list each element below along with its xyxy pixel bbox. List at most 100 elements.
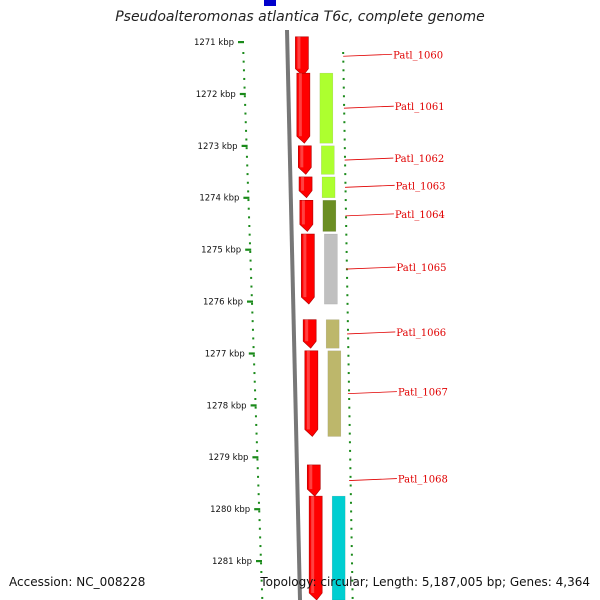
ruler-dot [252, 337, 255, 340]
category-bar [322, 200, 337, 232]
ruler-dot [350, 510, 353, 513]
tick-label: 1279 kbp [208, 453, 248, 463]
ruler-dot [256, 467, 259, 470]
gene-arrow [301, 233, 315, 305]
gene-arrow [304, 350, 319, 437]
gene-label[interactable]: Patl_1066 [396, 328, 446, 339]
topology-text: Topology: circular; Length: 5,187,005 bp… [260, 575, 590, 589]
category-bar [324, 233, 338, 305]
ruler-dot [343, 138, 346, 141]
ruler-dot [345, 216, 348, 219]
ruler-dot [242, 52, 245, 54]
gene-label[interactable]: Patl_1067 [398, 388, 448, 399]
gene-label[interactable]: Patl_1062 [394, 154, 444, 165]
ruler-dot [259, 536, 262, 539]
ruler-dot [253, 380, 256, 383]
gene-highlight [297, 36, 301, 69]
ruler-dot [259, 553, 262, 556]
ruler-dot [255, 441, 258, 444]
gene-label[interactable]: Patl_1068 [398, 475, 448, 486]
tick-label: 1276 kbp [203, 298, 243, 308]
ruler-dot [349, 475, 352, 478]
ruler-dot [251, 311, 254, 314]
ruler-dot [348, 423, 351, 426]
gene-highlight [306, 350, 310, 430]
tick-label: 1280 kbp [210, 505, 250, 515]
gene-arrow [296, 72, 311, 144]
ruler-dot [246, 181, 249, 184]
ruler-dot [257, 475, 260, 478]
ruler-dot [349, 449, 352, 452]
ruler-dot [350, 536, 353, 539]
ruler-dot [348, 441, 351, 444]
category-bar [325, 319, 340, 349]
gene-arrow [298, 176, 313, 199]
ruler-dot [349, 501, 352, 504]
ruler-dot [346, 276, 349, 279]
ruler-dot [249, 259, 252, 262]
gene-label[interactable]: Patl_1063 [396, 181, 446, 192]
ruler-dot [342, 69, 345, 72]
ruler-dot [343, 112, 346, 115]
major-tick [247, 300, 253, 303]
ruler-dot [257, 484, 260, 487]
ruler-dot [351, 596, 354, 599]
accession-text: Accession: NC_008228 [9, 575, 146, 589]
ruler-dot [244, 121, 247, 124]
ruler-dot [347, 363, 350, 366]
ruler-dot [344, 199, 347, 202]
ruler-dot [344, 181, 347, 184]
label-layer: Patl_1060 Patl_1061 Patl_1062 Patl_1063 Patl… [343, 50, 448, 486]
ruler-dot [260, 588, 263, 591]
gene-arrow [306, 464, 321, 497]
ruler-dot [349, 458, 352, 461]
ruler-dot [350, 527, 353, 530]
ruler-dot [251, 302, 254, 305]
ruler-dot [343, 147, 346, 150]
ruler-dot [344, 207, 347, 210]
major-tick [241, 144, 248, 147]
ruler-dot [349, 484, 352, 487]
ruler-dot [351, 562, 354, 565]
ruler-dot [351, 571, 354, 573]
ruler-dot [342, 52, 345, 54]
gene-highlight [301, 176, 305, 191]
tick-label: 1274 kbp [199, 194, 239, 204]
ruler-dot [346, 311, 349, 314]
ruler-dot [248, 242, 251, 245]
ruler-dot [253, 372, 256, 375]
ruler-dot [255, 423, 258, 426]
ruler-dot [254, 389, 257, 392]
backbone-layer [264, 0, 302, 600]
ruler-dot [347, 337, 350, 340]
ruler-dot [254, 406, 257, 409]
ruler-dot [245, 147, 248, 150]
tick-label: 1278 kbp [207, 401, 247, 411]
label-leader [345, 213, 394, 217]
ruler-dot [344, 190, 347, 193]
label-leader [349, 478, 397, 481]
ruler-dot [346, 294, 349, 297]
gene-label[interactable]: Patl_1061 [395, 102, 445, 113]
ruler-dot [347, 372, 350, 375]
ruler-dot [348, 432, 351, 435]
ruler-dot [350, 553, 353, 556]
ruler-dot [351, 588, 354, 591]
ruler-dot [345, 242, 348, 245]
ruler-dot [347, 354, 350, 357]
ruler-dot [243, 95, 246, 98]
ruler-dot [348, 406, 351, 409]
ruler-dot [255, 432, 258, 435]
gene-highlight [305, 319, 309, 342]
gene-label[interactable]: Patl_1065 [397, 263, 447, 274]
ruler-dot [256, 458, 259, 461]
ruler-dot [342, 86, 345, 89]
gene-label[interactable]: Patl_1064 [395, 210, 445, 221]
label-leader [343, 105, 394, 109]
major-tick [252, 456, 259, 459]
label-leader [344, 157, 394, 161]
gene-label[interactable]: Patl_1060 [393, 50, 443, 61]
right-ruler [342, 52, 354, 599]
major-tick [248, 352, 255, 355]
